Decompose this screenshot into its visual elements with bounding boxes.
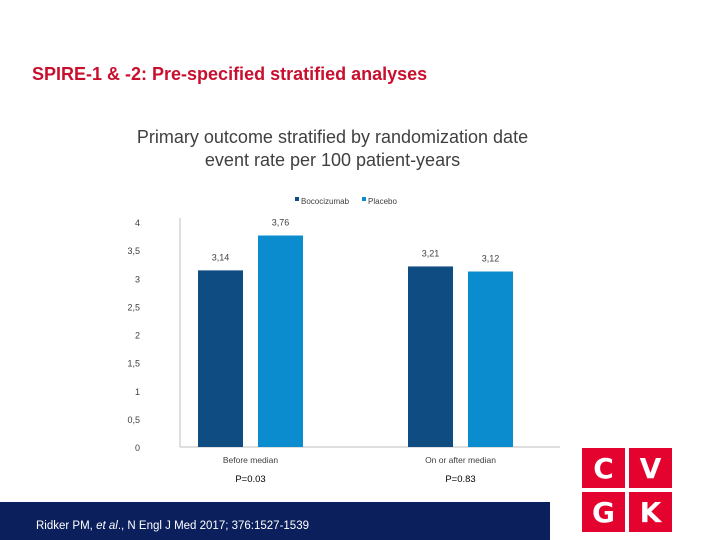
data-label: 3,21 [422,248,440,258]
cvgk-logo: C V G K [582,448,672,532]
logo-letter: K [629,492,672,532]
footer-citation: Ridker PM, et al., N Engl J Med 2017; 37… [36,520,309,532]
citation-etal: et al [96,520,118,532]
legend-swatch [295,197,299,201]
legend-label: Placebo [368,197,397,206]
legend-swatch [362,197,366,201]
y-tick-label: 3,5 [127,246,140,256]
data-label: 3,12 [482,254,500,264]
logo-letter: C [582,448,625,488]
footer-bar [0,502,550,540]
x-category-label: Before median [223,455,279,465]
data-label: 3,76 [272,218,290,228]
subtitle-line-1: Primary outcome stratified by randomizat… [136,127,529,147]
bar [258,235,303,447]
bar [198,270,243,447]
y-tick-label: 0,5 [127,415,140,425]
citation-reference: ., N Engl J Med 2017; 376:1527-1539 [117,520,309,532]
subtitle-line-2: event rate per 100 patient-years [204,150,461,170]
p-value-annotation: P=0.03 [235,474,265,485]
chart-subtitle: Primary outcome stratified by randomizat… [0,126,665,172]
x-category-label: On or after median [425,455,496,465]
y-tick-label: 2 [135,331,140,341]
logo-letter: V [629,448,672,488]
bar [468,271,513,447]
y-tick-label: 4 [135,218,140,228]
data-label: 3,14 [212,252,230,262]
citation-authors: Ridker PM, [36,520,97,532]
y-tick-label: 1 [135,387,140,397]
y-tick-label: 0 [135,443,140,453]
y-tick-label: 2,5 [127,302,140,312]
y-tick-label: 1,5 [127,359,140,369]
p-value-annotation: P=0.83 [445,474,475,485]
slide-title: SPIRE-1 & -2: Pre-specified stratified a… [32,64,428,84]
bar [408,266,453,447]
y-tick-label: 3 [135,274,140,284]
legend-label: Bococizumab [301,197,350,206]
logo-letter: G [582,492,625,532]
